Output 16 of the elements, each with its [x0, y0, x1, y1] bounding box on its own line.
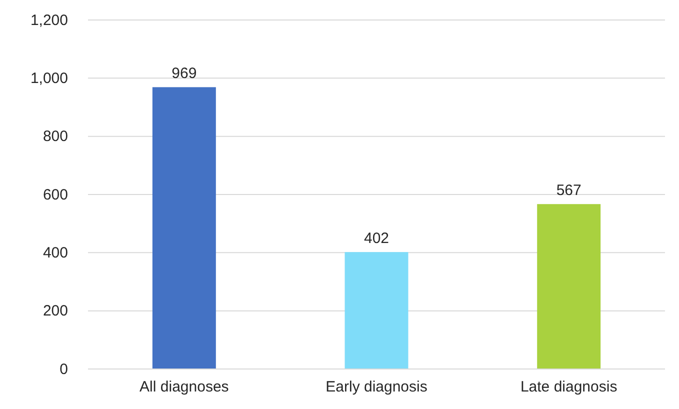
- y-tick-label: 800: [42, 128, 68, 146]
- x-tick-label: Late diagnosis: [520, 378, 618, 396]
- data-label: 402: [364, 230, 390, 248]
- y-tick-label: 0: [60, 360, 68, 378]
- x-tick-label: All diagnoses: [140, 378, 229, 396]
- data-label: 969: [172, 65, 197, 82]
- y-tick-label: 400: [42, 244, 68, 262]
- bar: [344, 252, 408, 369]
- y-tick-label: 1,000: [30, 70, 68, 87]
- x-tick-label: Early diagnosis: [326, 378, 428, 396]
- data-label: 567: [556, 182, 582, 200]
- y-tick-label: 200: [42, 302, 68, 320]
- bar: [152, 87, 216, 369]
- y-tick-label: 600: [42, 186, 68, 204]
- y-tick-label: 1,200: [30, 12, 68, 29]
- bar: [537, 204, 601, 369]
